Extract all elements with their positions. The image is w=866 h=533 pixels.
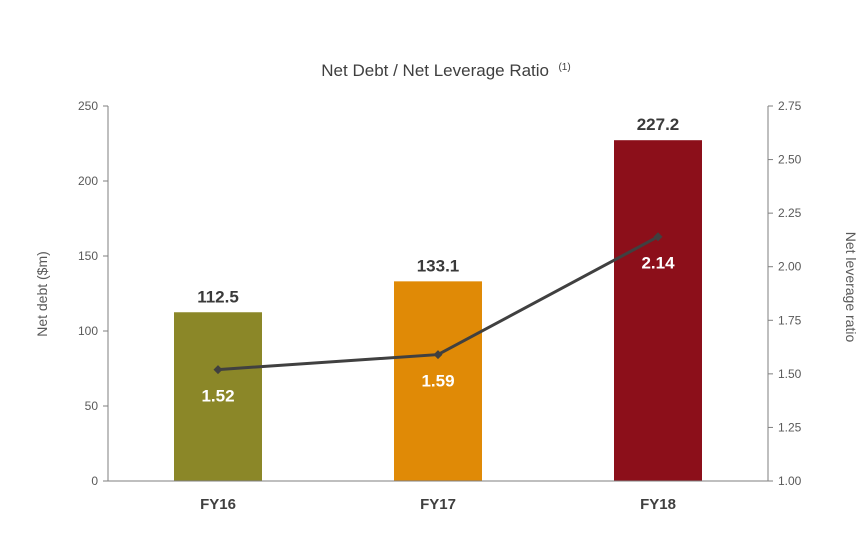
left-axis-tick-label: 200: [78, 174, 98, 188]
chart-title-superscript: (1): [558, 62, 570, 73]
right-axis-tick-label: 1.25: [778, 420, 802, 434]
net-debt-bar: [614, 140, 702, 481]
net-debt-bar: [174, 312, 262, 481]
ratio-point-marker: [653, 232, 663, 242]
category-label: FY17: [420, 496, 456, 513]
left-axis-tick-label: 50: [85, 399, 99, 413]
chart-title: Net Debt / Net Leverage Ratio (1): [321, 61, 570, 80]
bar-series: 112.5 133.1 227.2: [174, 115, 702, 481]
ratio-data-label: 1.52: [201, 387, 234, 406]
ratio-point-marker: [433, 350, 443, 360]
left-axis-tick-label: 150: [78, 249, 98, 263]
right-axis-tick-label: 2.25: [778, 206, 802, 220]
left-axis-title: Net debt ($m): [34, 251, 50, 337]
right-axis: 1.00 1.25 1.50 1.75 2.00 2.25 2.50 2.75: [767, 99, 802, 488]
net-debt-data-label: 133.1: [417, 256, 460, 275]
right-axis-tick-label: 1.00: [778, 474, 802, 488]
category-label: FY16: [200, 496, 236, 513]
chart-title-text: Net Debt / Net Leverage Ratio: [321, 61, 549, 80]
ratio-point-marker: [213, 365, 223, 375]
right-axis-tick-label: 2.50: [778, 153, 802, 167]
net-debt-data-label: 227.2: [637, 115, 680, 134]
left-axis: 0 50 100 150 200 250: [78, 99, 109, 488]
ratio-data-label: 2.14: [641, 254, 675, 273]
right-axis-tick-label: 2.75: [778, 99, 802, 113]
left-axis-tick-label: 0: [91, 474, 98, 488]
net-debt-bar: [394, 281, 482, 481]
category-axis: FY16 FY17 FY18: [108, 480, 768, 513]
right-axis-title: Net leverage ratio: [843, 232, 859, 343]
category-label: FY18: [640, 496, 676, 513]
net-debt-data-label: 112.5: [197, 287, 239, 306]
right-axis-tick-label: 1.75: [778, 313, 802, 327]
left-axis-tick-label: 250: [78, 99, 98, 113]
right-axis-tick-label: 2.00: [778, 260, 802, 274]
left-axis-tick-label: 100: [78, 324, 98, 338]
ratio-series: 1.52 1.59 2.14: [201, 232, 675, 406]
ratio-data-label: 1.59: [421, 372, 454, 391]
right-axis-tick-label: 1.50: [778, 367, 802, 381]
